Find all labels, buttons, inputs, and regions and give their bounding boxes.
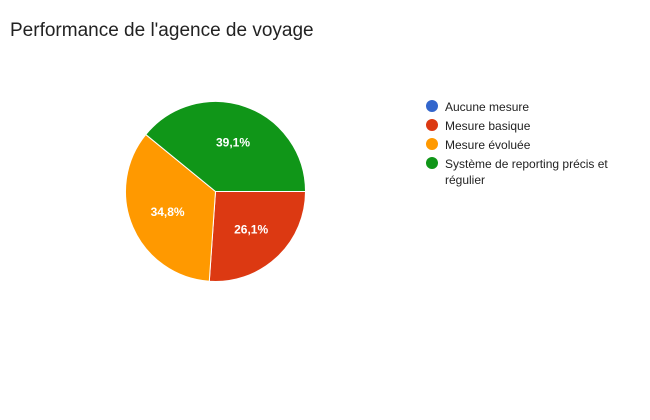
legend-label: Système de reporting précis et régulier [445,157,608,187]
pie-slice-mesure-evoluee[interactable] [125,133,217,282]
chart-title: Performance de l'agence de voyage [10,20,314,41]
legend-swatch-mesure-basique [426,119,438,131]
legend-label: Mesure basique [445,119,531,133]
pie-slice-mesure-basique[interactable] [208,191,307,282]
legend-item-mesure-evoluee[interactable]: Mesure évoluée [426,137,636,153]
legend-item-systeme-reporting[interactable]: Système de reporting précis et régulier [426,156,636,188]
slice-label-mesure-basique: 26,1% [234,223,268,237]
legend-label: Mesure évoluée [445,138,531,152]
legend-swatch-systeme-reporting [426,157,438,169]
legend-label: Aucune mesure [445,100,530,114]
slice-label-systeme-reporting: 39,1% [216,135,250,149]
slice-label-mesure-evoluee: 34,8% [151,205,185,219]
legend-swatch-aucune-mesure [426,100,438,112]
legend-item-aucune-mesure[interactable]: Aucune mesure [426,99,636,115]
legend: Aucune mesure Mesure basique Mesure évol… [426,99,636,191]
pie-slice-systeme-reporting[interactable] [145,101,307,192]
legend-item-mesure-basique[interactable]: Mesure basique [426,118,636,134]
legend-swatch-mesure-evoluee [426,138,438,150]
